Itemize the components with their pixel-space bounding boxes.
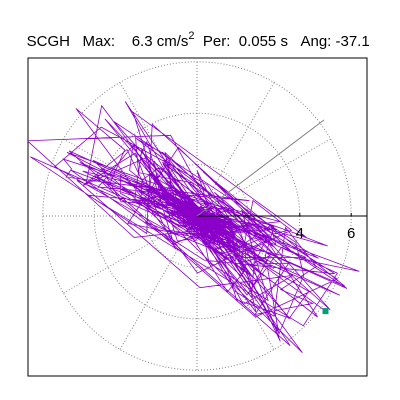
end-marker — [322, 308, 329, 315]
ang-value: -37.1 — [335, 33, 370, 50]
grid-spoke-60 — [196, 82, 275, 217]
grid-spoke-240 — [119, 215, 198, 350]
ang-label: Ang: — [300, 33, 332, 50]
angle-axis-line — [196, 119, 325, 217]
max-exponent: 2 — [188, 30, 195, 42]
max-value: 6.3 cm/s — [131, 33, 189, 50]
x-tick-label-4: 4 — [296, 225, 304, 242]
per-value: 0.055 s — [238, 33, 288, 50]
plot-frame — [27, 57, 368, 377]
max-label: Max: — [82, 33, 116, 50]
motion-trace — [28, 101, 360, 353]
x-tick-label-6: 6 — [347, 225, 355, 242]
end-marker-layer — [322, 308, 329, 315]
station-code: SCGH — [26, 33, 71, 50]
header-bar: SCGH Max: 6.3 cm/s2 Per: 0.055 s Ang: -3… — [10, 19, 370, 64]
per-label: Per: — [202, 33, 231, 50]
trace-path — [28, 101, 360, 353]
